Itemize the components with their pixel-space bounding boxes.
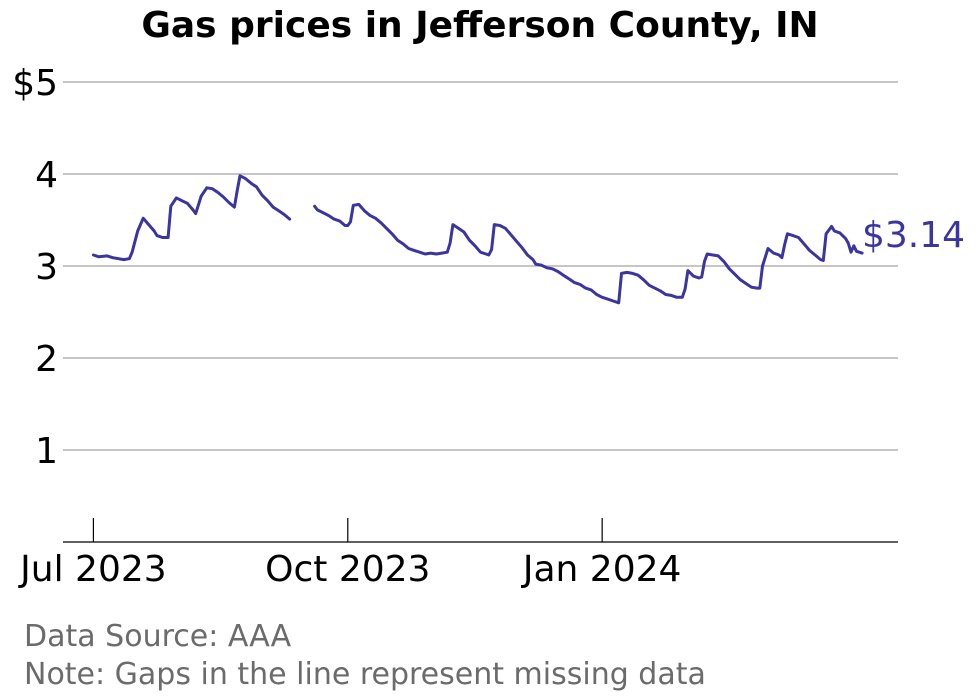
data-source-note: Data Source: AAA bbox=[24, 619, 292, 654]
y-tick-label: 3 bbox=[35, 247, 58, 288]
y-tick-label: 4 bbox=[35, 155, 58, 196]
latest-price-label: $3.14 bbox=[862, 215, 965, 256]
x-axis-ticks: Jul 2023 Oct 2023 Jan 2024 bbox=[18, 518, 681, 590]
y-axis-ticks: 1 2 3 4 $5 bbox=[12, 63, 58, 472]
y-tick-label: $5 bbox=[12, 63, 58, 104]
chart-title: Gas prices in Jefferson County, IN bbox=[141, 5, 818, 46]
y-tick-label: 1 bbox=[35, 431, 58, 472]
x-tick-label: Jul 2023 bbox=[18, 549, 167, 590]
x-tick-label: Jan 2024 bbox=[521, 549, 682, 590]
gridlines bbox=[63, 81, 898, 451]
gaps-note: Note: Gaps in the line represent missing… bbox=[24, 657, 706, 692]
price-line-segment-1 bbox=[91, 174, 292, 262]
price-line-segment-2 bbox=[313, 202, 864, 305]
x-tick-label: Oct 2023 bbox=[265, 549, 430, 590]
price-series bbox=[91, 174, 864, 305]
y-tick-label: 2 bbox=[35, 339, 58, 380]
